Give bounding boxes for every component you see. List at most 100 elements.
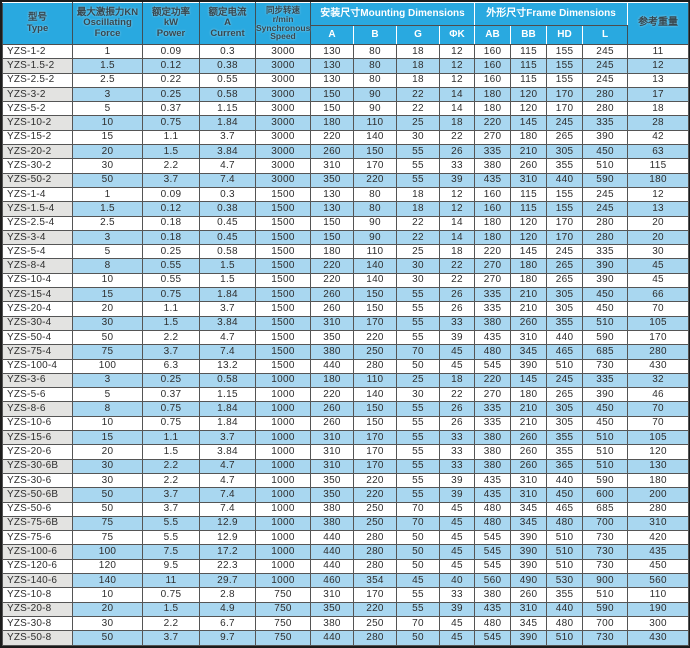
cell-value: 0.55 — [199, 72, 256, 88]
cell-value: 8 — [72, 401, 143, 417]
table-row: YZS-2.5-4 2.5 0.18 0.45 1500 150 90 22 14 180 120 1… — [2, 215, 690, 231]
cell-value: 545 — [474, 544, 512, 560]
cell-type: YZS-30-6B — [2, 458, 73, 474]
cell-value: 1000 — [255, 415, 311, 432]
cell-type: YZS-100-6 — [2, 544, 73, 560]
table-row: YZS-30-2 30 2.2 4.7 3000 310 170 55 33 380 260 355 5… — [2, 158, 690, 174]
table-row: YZS-15-6 15 1.1 3.7 1000 310 170 55 33 380 260 355 5… — [2, 430, 690, 446]
cell-type: YZS-10-8 — [2, 587, 73, 603]
cell-value: 45 — [396, 572, 440, 589]
cell-value: 510 — [582, 315, 629, 331]
cell-value: 245 — [582, 201, 629, 217]
table-row: YZS-10-6 10 0.75 1.84 1000 260 150 55 26 335 210 30… — [2, 415, 690, 432]
header-dim-phik: ΦK — [438, 25, 476, 45]
cell-value: 1 — [72, 43, 143, 60]
cell-value: 11 — [627, 43, 690, 60]
cell-value: 440 — [546, 172, 584, 188]
table-row: YZS-3-4 3 0.18 0.45 1500 150 90 22 14 180 120 170 28… — [2, 229, 690, 246]
cell-value: 150 — [353, 415, 397, 432]
cell-value: 45 — [438, 615, 476, 632]
cell-value: 390 — [510, 530, 548, 546]
cell-value: 26 — [438, 287, 476, 303]
header-mounting-dimensions-group: 安装尺寸Mounting Dimensions — [309, 2, 476, 26]
cell-value: 1.5 — [199, 272, 256, 289]
cell-value: 26 — [438, 144, 476, 160]
table-body: YZS-1-2 1 0.09 0.3 3000 130 80 18 12 160 115 155 245… — [2, 43, 690, 646]
cell-type: YZS-20-2 — [2, 144, 73, 160]
cell-value: 7.4 — [199, 501, 256, 517]
cell-value: 3 — [72, 372, 143, 389]
cell-value: 12 — [438, 72, 476, 88]
cell-value: 180 — [310, 372, 354, 389]
cell-value: 17 — [627, 86, 690, 103]
cell-value: 0.25 — [142, 372, 200, 389]
cell-value: 380 — [474, 315, 512, 331]
cell-value: 5 — [72, 101, 143, 117]
cell-value: 1.1 — [142, 129, 200, 146]
cell-value: 140 — [353, 129, 397, 146]
cell-value: 480 — [474, 615, 512, 632]
cell-value: 1500 — [255, 215, 311, 231]
cell-value: 245 — [582, 43, 629, 60]
cell-value: 0.75 — [142, 415, 200, 432]
cell-value: 280 — [353, 530, 397, 546]
header-dim-b: B — [353, 25, 397, 45]
cell-value: 55 — [396, 301, 440, 317]
cell-value: 3.84 — [199, 444, 256, 460]
cell-value: 18 — [396, 186, 440, 203]
cell-value: 510 — [546, 358, 584, 374]
cell-value: 75 — [72, 344, 143, 360]
cell-value: 210 — [510, 301, 548, 317]
cell-value: 510 — [582, 587, 629, 603]
cell-value: 300 — [627, 615, 690, 632]
cell-value: 590 — [582, 329, 629, 346]
table-row: YZS-5-2 5 0.37 1.15 3000 150 90 22 14 180 120 170 28… — [2, 101, 690, 117]
cell-value: 155 — [546, 72, 584, 88]
cell-type: YZS-2.5-4 — [2, 215, 73, 231]
cell-type: YZS-50-2 — [2, 172, 73, 188]
cell-value: 4.7 — [199, 472, 256, 489]
cell-value: 55 — [396, 472, 440, 489]
cell-value: 0.22 — [142, 72, 200, 88]
cell-value: 17.2 — [199, 544, 256, 560]
cell-value: 270 — [474, 258, 512, 274]
cell-value: 435 — [474, 487, 512, 503]
cell-value: 545 — [474, 358, 512, 374]
cell-type: YZS-1.5-2 — [2, 58, 73, 74]
cell-value: 22 — [396, 215, 440, 231]
cell-value: 280 — [353, 358, 397, 374]
cell-value: 365 — [546, 458, 584, 474]
cell-value: 260 — [310, 144, 354, 160]
table-row: YZS-15-2 15 1.1 3.7 3000 220 140 30 22 270 180 265 3… — [2, 129, 690, 146]
cell-value: 265 — [546, 129, 584, 146]
cell-value: 220 — [474, 115, 512, 131]
cell-value: 335 — [474, 287, 512, 303]
cell-value: 50 — [396, 558, 440, 574]
cell-value: 1000 — [255, 501, 311, 517]
cell-type: YZS-30-8 — [2, 615, 73, 632]
cell-type: YZS-10-6 — [2, 415, 73, 432]
cell-value: 390 — [510, 358, 548, 374]
cell-value: 1000 — [255, 515, 311, 532]
cell-value: 3000 — [255, 101, 311, 117]
cell-value: 750 — [255, 615, 311, 632]
cell-value: 30 — [72, 158, 143, 174]
cell-value: 55 — [396, 329, 440, 346]
cell-value: 55 — [396, 172, 440, 188]
cell-value: 730 — [582, 630, 629, 646]
cell-value: 1000 — [255, 387, 311, 403]
cell-value: 270 — [474, 129, 512, 146]
cell-value: 160 — [474, 58, 512, 74]
cell-value: 180 — [474, 86, 512, 103]
cell-value: 305 — [546, 287, 584, 303]
cell-value: 3000 — [255, 72, 311, 88]
cell-value: 40 — [438, 572, 476, 589]
cell-value: 450 — [627, 558, 690, 574]
cell-value: 260 — [310, 301, 354, 317]
cell-value: 105 — [627, 315, 690, 331]
cell-value: 335 — [474, 415, 512, 432]
table-header: 型号 Type 最大激振力KN Oscillating Force 额定功率 k… — [2, 2, 690, 45]
cell-value: 115 — [510, 186, 548, 203]
cell-value: 2.2 — [142, 158, 200, 174]
